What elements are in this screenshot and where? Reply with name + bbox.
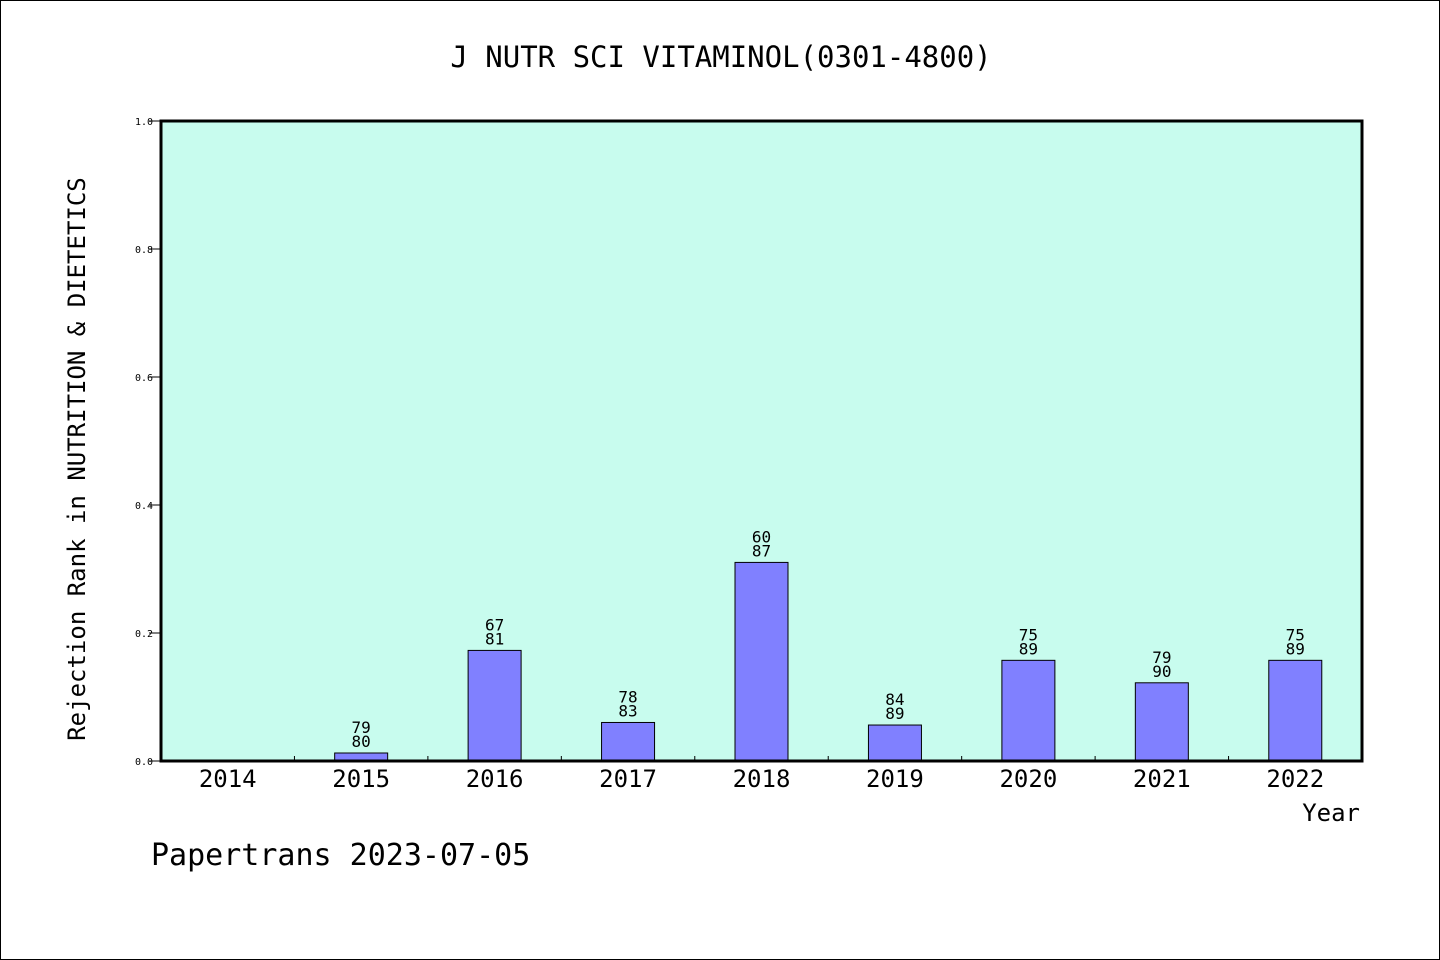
y-tick-label: 0.0 bbox=[135, 757, 153, 768]
y-tick-label: 1.0 bbox=[135, 117, 153, 128]
x-tick-label: 2021 bbox=[1133, 765, 1191, 793]
bar-label-bottom: 80 bbox=[352, 732, 371, 751]
chart-title: J NUTR SCI VITAMINOL(0301-4800) bbox=[450, 40, 991, 74]
bar-label-bottom: 89 bbox=[1286, 639, 1305, 658]
bar bbox=[1268, 659, 1323, 762]
bar bbox=[1134, 682, 1189, 762]
y-tick-label: 0.2 bbox=[135, 629, 153, 640]
bar-label-bottom: 90 bbox=[1152, 662, 1171, 681]
bar-label-top: 67 bbox=[485, 615, 504, 634]
x-tick-label: 2022 bbox=[1266, 765, 1324, 793]
bar-label-top: 79 bbox=[1152, 648, 1171, 667]
bar-label-top: 84 bbox=[885, 690, 904, 709]
x-tick-label: 2014 bbox=[199, 765, 257, 793]
bar-label-top: 79 bbox=[352, 718, 371, 737]
y-tick-label: 0.8 bbox=[135, 245, 153, 256]
bar bbox=[734, 561, 789, 762]
bars bbox=[334, 561, 1323, 762]
bar-label-bottom: 87 bbox=[752, 541, 771, 560]
bar bbox=[601, 721, 656, 762]
x-tick-label: 2016 bbox=[466, 765, 524, 793]
bar bbox=[1001, 659, 1056, 762]
x-tick-label: 2018 bbox=[733, 765, 791, 793]
x-axis-label: Year bbox=[1302, 799, 1360, 827]
y-axis: 0.0 0.2 0.4 0.6 0.8 1.0 bbox=[135, 117, 161, 768]
y-axis-label: Rejection Rank in NUTRITION & DIETETICS bbox=[63, 177, 91, 741]
footer-text: Papertrans 2023-07-05 bbox=[151, 838, 530, 873]
bar-label-top: 60 bbox=[752, 527, 771, 546]
x-tick-label: 2019 bbox=[866, 765, 924, 793]
bar-label-bottom: 89 bbox=[1019, 639, 1038, 658]
x-tick-label: 2015 bbox=[332, 765, 390, 793]
bar bbox=[867, 724, 922, 762]
bar-label-top: 75 bbox=[1019, 625, 1038, 644]
x-axis: 2014 2015 2016 2017 2018 2019 2020 2021 2022 bbox=[199, 756, 1324, 793]
bar-label-bottom: 81 bbox=[485, 629, 504, 648]
bar-label-bottom: 83 bbox=[618, 701, 637, 720]
bar-label-bottom: 89 bbox=[885, 704, 904, 723]
bar-label-top: 78 bbox=[618, 687, 637, 706]
plot-border bbox=[159, 119, 1364, 763]
y-tick-label: 0.4 bbox=[135, 501, 153, 512]
x-tick-label: 2020 bbox=[999, 765, 1057, 793]
y-tick-label: 0.6 bbox=[135, 373, 153, 384]
bar-label-top: 75 bbox=[1286, 625, 1305, 644]
bar bbox=[467, 649, 522, 762]
x-tick-label: 2017 bbox=[599, 765, 657, 793]
